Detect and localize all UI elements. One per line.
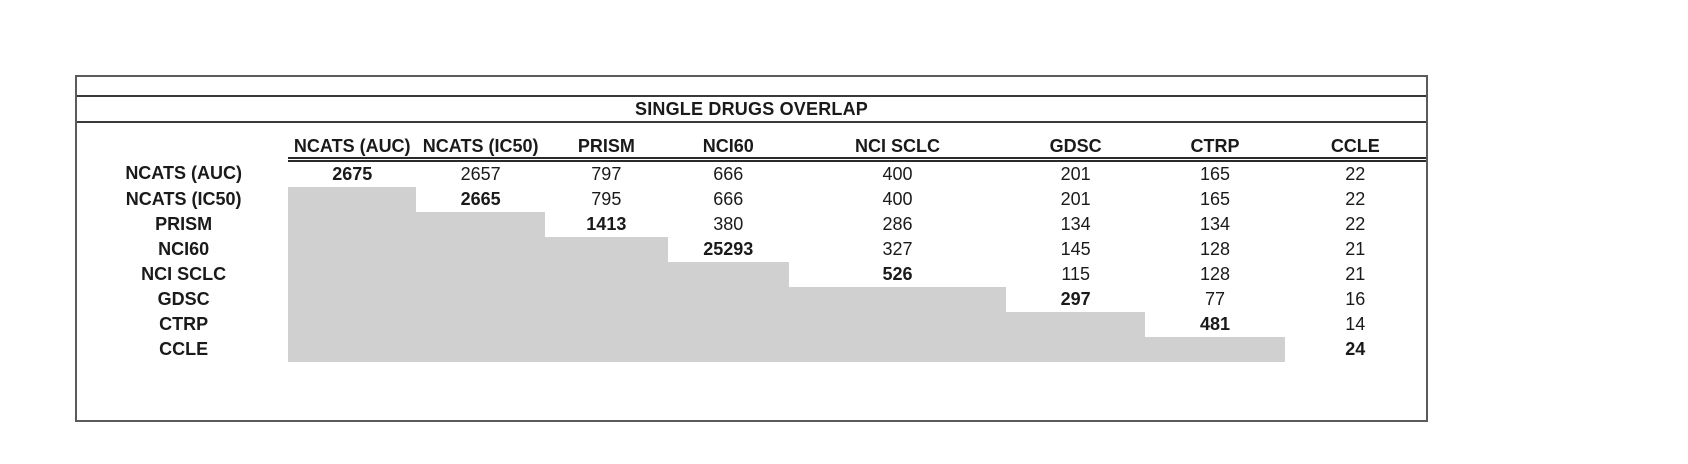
table-row: CTRP 481 14 [79,312,1426,337]
shaded-cell [545,312,668,337]
value-cell: 400 [882,164,913,184]
column-header: PRISM [545,136,668,162]
shaded-cell [416,262,546,287]
value-cell: 134 [1199,214,1231,234]
shaded-cell [416,212,546,237]
shaded-cell [667,262,790,287]
value-cell: 22 [1345,164,1366,184]
value-cell: 201 [1060,164,1091,184]
column-header: NCI SCLC [789,136,1007,162]
shaded-cell [789,337,1007,362]
column-header: CCLE [1284,136,1426,162]
table-row: NCI SCLC 526 115 128 21 [79,262,1426,287]
diagonal-value-cell: 481 [1199,314,1231,334]
column-header: NCATS (AUC) [288,136,417,162]
column-header: NCATS (IC50) [416,136,546,162]
corner-cell [79,136,288,160]
diagonal-value-cell: 24 [1345,339,1366,359]
row-label: NCATS (AUC) [125,162,242,183]
shaded-cell [545,337,668,362]
diagonal-value-cell: 297 [1060,289,1091,309]
value-cell: 134 [1060,214,1091,234]
shaded-cell [545,237,668,262]
column-header: GDSC [1006,136,1146,162]
diagonal-value-cell: 1413 [586,214,627,234]
shaded-cell [789,287,1007,312]
row-label: GDSC [157,289,210,309]
value-cell: 128 [1199,264,1231,284]
shaded-cell [667,287,790,312]
shaded-cell [416,337,546,362]
shaded-cell [416,287,546,312]
shaded-cell [288,312,417,337]
table-row: PRISM 1413 380 286 134 134 22 [79,212,1426,237]
value-cell: 128 [1199,239,1231,259]
diagonal-value-cell: 2665 [460,189,501,209]
value-cell: 2657 [460,164,501,184]
table-row: NCATS (AUC) 2675 2657 797 666 400 201 165 22 [79,160,1426,188]
value-cell: 22 [1345,214,1366,234]
shaded-cell [288,237,417,262]
value-cell: 21 [1345,239,1366,259]
row-label: CCLE [159,339,209,359]
value-cell: 327 [882,239,913,259]
value-cell: 165 [1199,164,1231,184]
shaded-cell [1006,312,1146,337]
value-cell: 16 [1345,289,1366,309]
value-cell: 795 [591,189,622,209]
value-cell: 77 [1204,289,1225,309]
value-cell: 145 [1060,239,1091,259]
shaded-cell [288,187,417,212]
column-header: CTRP [1145,136,1285,162]
overlap-table-panel: SINGLE DRUGS OVERLAP NCATS ( [75,75,1428,422]
row-label: PRISM [155,214,213,234]
table-row: NCATS (IC50) 2665 795 666 400 201 165 22 [79,187,1426,212]
table-row: NCI60 25293 327 145 128 21 [79,237,1426,262]
table-wrap: NCATS (AUC) NCATS (IC50) PRISM NCI60 NCI SCL… [77,123,1426,362]
shaded-cell [288,262,417,287]
value-cell: 22 [1345,189,1366,209]
diagonal-value-cell: 2675 [332,164,373,184]
shaded-cell [416,312,546,337]
header-row: NCATS (AUC) NCATS (IC50) PRISM NCI60 NCI SCL… [79,136,1426,162]
shaded-cell [789,312,1007,337]
shaded-cell [545,262,668,287]
value-cell: 14 [1345,314,1366,334]
overlap-matrix-table: NCATS (AUC) NCATS (IC50) PRISM NCI60 NCI SCL… [79,136,1426,362]
shaded-cell [1006,337,1146,362]
shaded-cell [288,212,417,237]
value-cell: 115 [1061,264,1091,284]
row-label: NCI SCLC [141,264,227,284]
table-row: GDSC 297 77 16 [79,287,1426,312]
diagonal-value-cell: 25293 [703,239,754,259]
value-cell: 286 [882,214,913,234]
value-cell: 21 [1345,264,1366,284]
value-cell: 666 [713,189,744,209]
value-cell: 666 [713,164,744,184]
shaded-cell [416,237,546,262]
shaded-cell [545,287,668,312]
shaded-cell [667,337,790,362]
value-cell: 165 [1199,189,1231,209]
overlap-table-body: NCATS (AUC) 2675 2657 797 666 400 201 165 22 NCAT… [79,160,1426,362]
value-cell: 201 [1060,189,1091,209]
row-label: NCATS (IC50) [125,189,242,209]
shaded-cell [288,287,417,312]
value-cell: 797 [591,164,622,184]
shaded-cell [288,337,417,362]
diagonal-value-cell: 526 [882,264,913,284]
table-title: SINGLE DRUGS OVERLAP [77,97,1426,123]
table-header: NCATS (AUC) NCATS (IC50) PRISM NCI60 NCI SCL… [79,136,1426,162]
value-cell: 380 [713,214,744,234]
shaded-cell [667,312,790,337]
column-header: NCI60 [667,136,790,162]
shaded-cell [1145,337,1285,362]
row-label: CTRP [159,314,209,334]
row-label: NCI60 [158,239,210,259]
value-cell: 400 [882,189,913,209]
panel-top-strip [77,77,1426,97]
table-row: CCLE 24 [79,337,1426,362]
